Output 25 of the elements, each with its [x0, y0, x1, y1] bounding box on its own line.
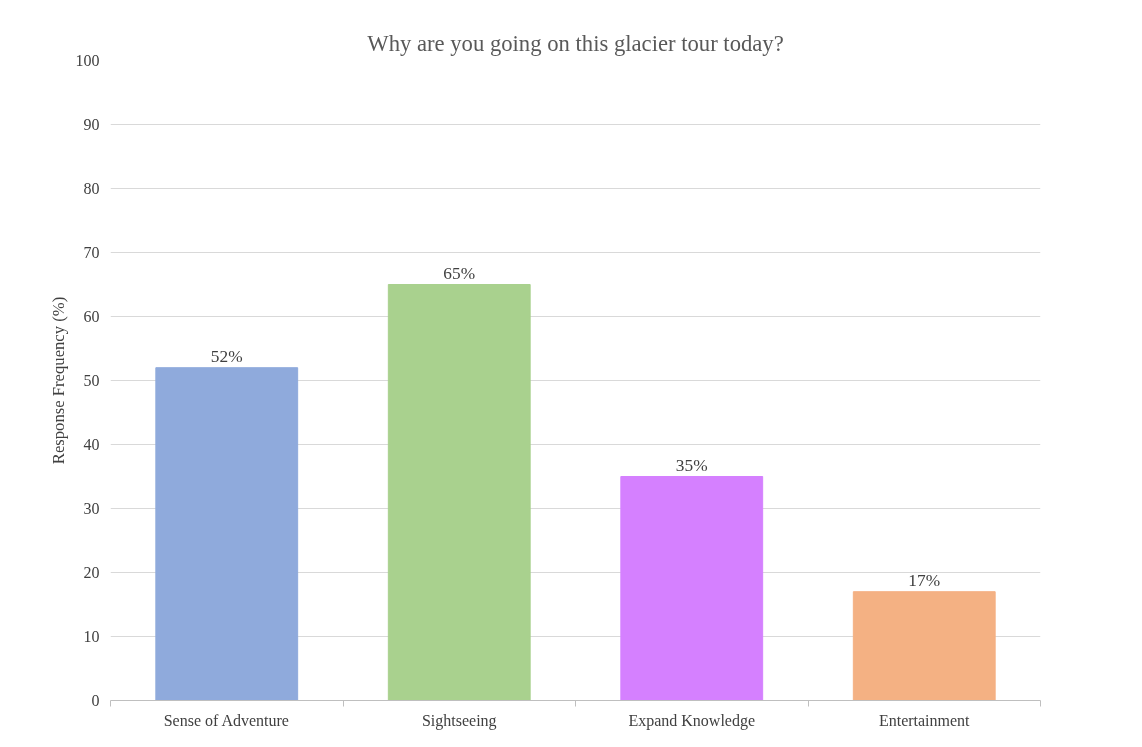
data-label: 17% [908, 570, 941, 590]
y-tick-label: 90 [83, 116, 100, 133]
bar [387, 284, 531, 701]
bar [852, 591, 996, 701]
data-label: 52% [210, 346, 243, 366]
y-axis-title: Response Frequency (%) [48, 296, 68, 465]
data-label: 35% [675, 455, 708, 475]
y-tick-label: 40 [83, 436, 100, 453]
bar [620, 476, 764, 701]
chart-title: Why are you going on this glacier tour today? [367, 30, 784, 56]
y-tick-label: 60 [83, 308, 100, 325]
y-tick-label: 80 [83, 180, 100, 197]
x-tick-label: Sense of Adventure [163, 711, 289, 729]
x-tick-label: Expand Knowledge [628, 711, 756, 730]
x-tick-label: Entertainment [878, 711, 971, 729]
x-tick-label: Sightseeing [421, 711, 497, 730]
y-tick-label: 10 [83, 628, 100, 645]
y-tick-label: 100 [75, 52, 100, 69]
y-tick-label: 50 [83, 372, 100, 389]
y-tick-label: 70 [83, 244, 100, 261]
y-tick-label: 20 [83, 564, 100, 581]
bar [155, 367, 299, 701]
data-label: 65% [443, 263, 476, 283]
y-tick-label: 30 [83, 500, 100, 517]
y-tick-label: 0 [91, 692, 100, 709]
